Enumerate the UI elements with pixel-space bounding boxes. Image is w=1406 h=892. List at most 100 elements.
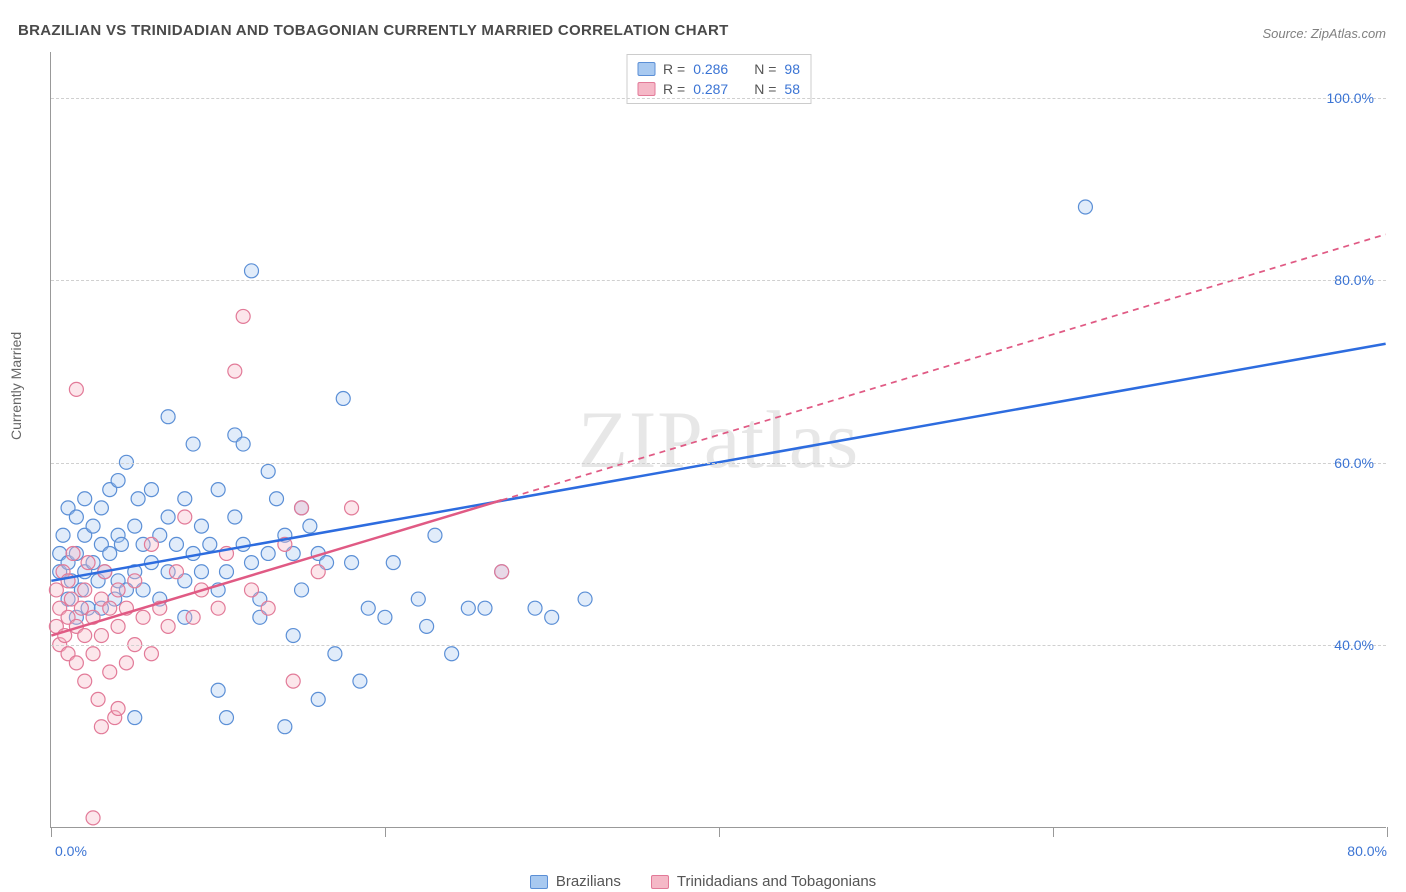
data-point (78, 674, 92, 688)
legend-swatch (651, 875, 669, 889)
gridline (51, 98, 1386, 99)
data-point (495, 565, 509, 579)
legend-series-item: Trinidadians and Tobagonians (651, 873, 876, 890)
data-point (245, 264, 259, 278)
data-point (261, 464, 275, 478)
r-label: R = (663, 81, 685, 97)
data-point (478, 601, 492, 615)
data-point (578, 592, 592, 606)
data-point (445, 647, 459, 661)
data-point (420, 619, 434, 633)
data-point (169, 537, 183, 551)
data-point (461, 601, 475, 615)
data-point (236, 309, 250, 323)
data-point (278, 720, 292, 734)
y-axis-label: Currently Married (8, 332, 24, 440)
r-value: 0.286 (693, 61, 728, 77)
data-point (411, 592, 425, 606)
x-tick-label: 0.0% (55, 843, 87, 859)
data-point (328, 647, 342, 661)
data-point (211, 483, 225, 497)
plot-area: ZIPatlas R =0.286N =98R =0.287N =58 40.0… (50, 52, 1386, 828)
data-point (186, 610, 200, 624)
data-point (128, 711, 142, 725)
chart-title: BRAZILIAN VS TRINIDADIAN AND TOBAGONIAN … (18, 22, 729, 39)
data-point (103, 601, 117, 615)
data-point (270, 492, 284, 506)
data-point (353, 674, 367, 688)
data-point (103, 665, 117, 679)
data-point (86, 811, 100, 825)
data-point (186, 437, 200, 451)
data-point (169, 565, 183, 579)
data-point (66, 546, 80, 560)
x-tick (1387, 827, 1388, 837)
legend-swatch (530, 875, 548, 889)
data-point (111, 474, 125, 488)
x-tick-label: 80.0% (1347, 843, 1387, 859)
data-point (178, 492, 192, 506)
gridline (51, 280, 1386, 281)
data-point (69, 656, 83, 670)
data-point (119, 656, 133, 670)
data-point (236, 437, 250, 451)
data-point (94, 501, 108, 515)
y-tick-label: 60.0% (1334, 455, 1374, 471)
data-point (295, 583, 309, 597)
y-tick-label: 40.0% (1334, 637, 1374, 653)
data-point (219, 711, 233, 725)
data-point (186, 546, 200, 560)
data-point (295, 501, 309, 515)
data-point (311, 565, 325, 579)
data-point (49, 583, 63, 597)
data-point (303, 519, 317, 533)
data-point (194, 565, 208, 579)
x-tick (385, 827, 386, 837)
data-point (386, 556, 400, 570)
data-point (111, 701, 125, 715)
legend-swatch (637, 82, 655, 96)
legend-series: Brazilians Trinidadians and Tobagonians (0, 873, 1406, 890)
data-point (81, 556, 95, 570)
legend-stat-row: R =0.287N =58 (637, 79, 800, 99)
data-point (245, 583, 259, 597)
data-point (128, 519, 142, 533)
data-point (361, 601, 375, 615)
source-attribution: Source: ZipAtlas.com (1262, 26, 1386, 41)
data-point (144, 537, 158, 551)
data-point (91, 692, 105, 706)
data-point (228, 364, 242, 378)
data-point (56, 528, 70, 542)
data-point (219, 565, 233, 579)
legend-series-item: Brazilians (530, 873, 621, 890)
data-point (161, 619, 175, 633)
legend-series-label: Brazilians (556, 873, 621, 890)
data-point (236, 537, 250, 551)
data-point (94, 720, 108, 734)
data-point (228, 510, 242, 524)
data-point (211, 683, 225, 697)
x-tick (51, 827, 52, 837)
data-point (69, 510, 83, 524)
chart-container: BRAZILIAN VS TRINIDADIAN AND TOBAGONIAN … (0, 0, 1406, 892)
data-point (131, 492, 145, 506)
data-point (111, 619, 125, 633)
data-point (203, 537, 217, 551)
data-point (336, 391, 350, 405)
data-point (1078, 200, 1092, 214)
y-tick-label: 80.0% (1334, 272, 1374, 288)
data-point (161, 410, 175, 424)
legend-stats: R =0.286N =98R =0.287N =58 (626, 54, 811, 104)
data-point (78, 492, 92, 506)
n-label: N = (754, 81, 776, 97)
x-tick (719, 827, 720, 837)
data-point (286, 674, 300, 688)
data-point (528, 601, 542, 615)
data-point (86, 519, 100, 533)
data-point (261, 601, 275, 615)
data-point (428, 528, 442, 542)
y-tick-label: 100.0% (1327, 90, 1374, 106)
data-point (86, 647, 100, 661)
data-point (103, 546, 117, 560)
data-point (178, 510, 192, 524)
